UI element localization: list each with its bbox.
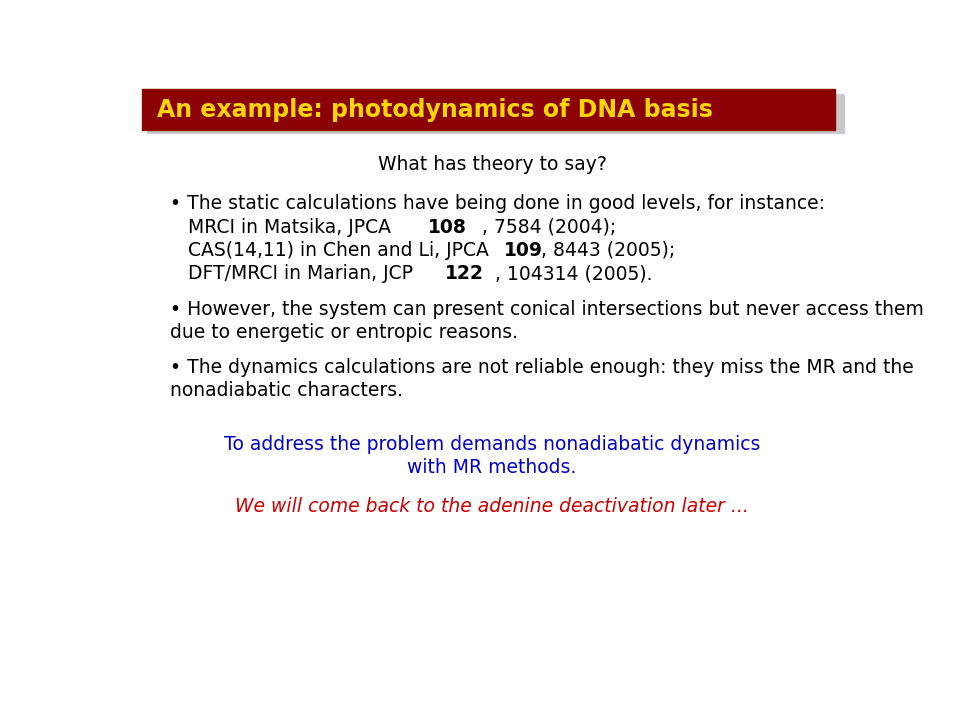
Text: An example: photodynamics of DNA basis: An example: photodynamics of DNA basis	[157, 97, 713, 122]
Text: due to energetic or entropic reasons.: due to energetic or entropic reasons.	[170, 323, 518, 342]
Text: • However, the system can present conical intersections but never access them: • However, the system can present conica…	[170, 300, 924, 319]
Text: We will come back to the adenine deactivation later ...: We will come back to the adenine deactiv…	[235, 497, 749, 516]
Text: , 104314 (2005).: , 104314 (2005).	[495, 264, 653, 283]
Text: DFT/MRCI in Marian, JCP: DFT/MRCI in Marian, JCP	[170, 264, 420, 283]
FancyBboxPatch shape	[142, 89, 835, 130]
Text: 108: 108	[428, 218, 467, 237]
Text: CAS(14,11) in Chen and Li, JPCA: CAS(14,11) in Chen and Li, JPCA	[170, 241, 495, 260]
Text: MRCI in Matsika, JPCA: MRCI in Matsika, JPCA	[170, 218, 397, 237]
Text: What has theory to say?: What has theory to say?	[377, 156, 607, 174]
Text: • The dynamics calculations are not reliable enough: they miss the MR and the: • The dynamics calculations are not reli…	[170, 358, 914, 377]
Text: To address the problem demands nonadiabatic dynamics: To address the problem demands nonadiaba…	[224, 435, 760, 454]
Text: 109: 109	[504, 241, 542, 260]
Text: , 7584 (2004);: , 7584 (2004);	[482, 218, 616, 237]
FancyBboxPatch shape	[147, 94, 845, 134]
Text: 122: 122	[445, 264, 484, 283]
Text: nonadiabatic characters.: nonadiabatic characters.	[170, 381, 403, 400]
Text: • The static calculations have being done in good levels, for instance:: • The static calculations have being don…	[170, 194, 826, 213]
Text: with MR methods.: with MR methods.	[407, 458, 577, 477]
Text: , 8443 (2005);: , 8443 (2005);	[540, 241, 675, 260]
